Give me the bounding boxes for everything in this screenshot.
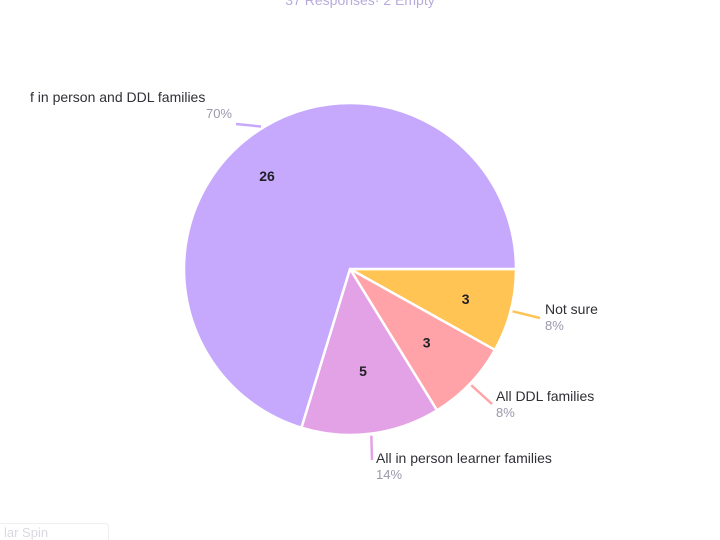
slice-value-label: 5 — [359, 363, 367, 379]
leader-line — [512, 310, 541, 320]
footer-ghost-text: lar Spin — [0, 523, 109, 540]
slice-value-label: 3 — [462, 291, 470, 307]
leader-line — [470, 384, 493, 405]
leader-line — [370, 435, 374, 461]
pie-slice-0[interactable] — [182, 101, 518, 430]
slice-name-label: f in person and DDL families — [30, 89, 205, 105]
slice-name-label: All in person learner families — [376, 450, 552, 466]
chart-subtitle: 37 Responses· 2 Empty — [285, 0, 435, 8]
slice-value-label: 26 — [259, 168, 275, 184]
slice-percent-label: 70% — [206, 106, 232, 121]
slice-name-label: Not sure — [545, 301, 598, 317]
leader-line — [235, 122, 262, 128]
pie-slice-3[interactable] — [299, 265, 439, 437]
slice-percent-label: 8% — [496, 405, 515, 420]
slice-name-label: All DDL families — [496, 388, 594, 404]
slice-value-label: 3 — [423, 335, 431, 351]
slice-percent-label: 8% — [545, 318, 564, 333]
slice-percent-label: 14% — [376, 467, 402, 482]
